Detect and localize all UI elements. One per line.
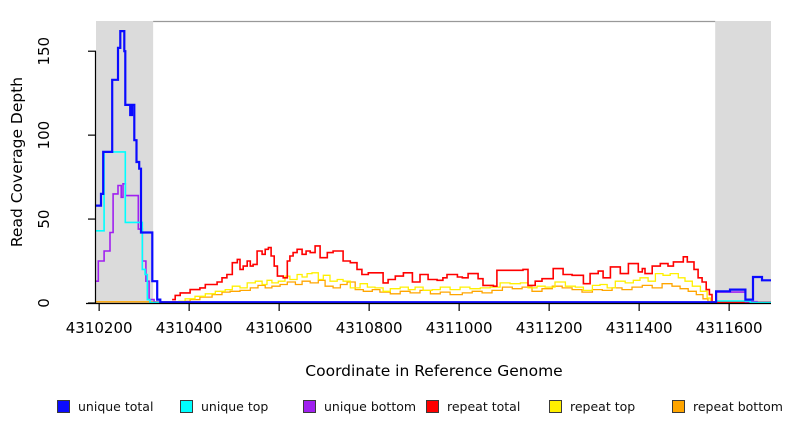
series-line-unique-top <box>96 151 771 304</box>
x-tick-label: 4310800 <box>336 319 403 337</box>
legend-swatch <box>180 399 193 413</box>
legend-item-repeat-top: repeat top <box>549 397 635 415</box>
x-tick-label: 4311000 <box>426 319 493 337</box>
x-tick-label: 4310400 <box>156 319 223 337</box>
y-tick-label: 150 <box>35 37 53 66</box>
legend-label: unique top <box>201 398 269 414</box>
x-tick-label: 4311600 <box>696 319 763 337</box>
legend-label: repeat top <box>570 398 636 414</box>
legend-label: repeat bottom <box>693 398 783 414</box>
legend-swatch <box>549 399 562 413</box>
x-tick-label: 4311400 <box>606 319 673 337</box>
legend-swatch <box>303 399 316 413</box>
legend-swatch <box>426 399 439 413</box>
x-axis-title: Coordinate in Reference Genome <box>305 362 562 380</box>
series-line-repeat-bottom <box>96 279 771 304</box>
y-tick-label: 100 <box>35 121 53 150</box>
legend-label: repeat total <box>447 398 521 414</box>
y-tick-label: 0 <box>35 298 53 308</box>
legend: unique total unique top unique bottom repea… <box>0 397 792 417</box>
x-tick-label: 4310600 <box>246 319 313 337</box>
legend-swatch <box>672 399 685 413</box>
legend-item-unique-top: unique top <box>180 397 268 415</box>
x-tick-label: 4311200 <box>516 319 583 337</box>
y-axis-title: Read Coverage Depth <box>8 77 26 247</box>
legend-item-unique-total: unique total <box>57 397 153 415</box>
shaded-regions <box>96 21 771 303</box>
x-tick-label: 4310200 <box>66 319 133 337</box>
y-tick-label: 50 <box>35 210 53 229</box>
series-line-unique-bottom <box>96 183 771 304</box>
shaded-region <box>715 21 771 303</box>
series-line-repeat-top <box>178 272 714 304</box>
series-lines <box>96 30 771 304</box>
legend-label: unique bottom <box>324 398 417 414</box>
series-line-unique-total <box>96 30 771 304</box>
legend-item-repeat-total: repeat total <box>426 397 520 415</box>
legend-item-unique-bottom: unique bottom <box>303 397 416 415</box>
axes: 4310200 4310400 4310600 4310800 4311000 43112… <box>35 37 771 337</box>
legend-item-repeat-bottom: repeat bottom <box>672 397 783 415</box>
series-line-repeat-total <box>172 245 771 303</box>
legend-swatch <box>57 399 70 413</box>
legend-label: unique total <box>78 398 154 414</box>
